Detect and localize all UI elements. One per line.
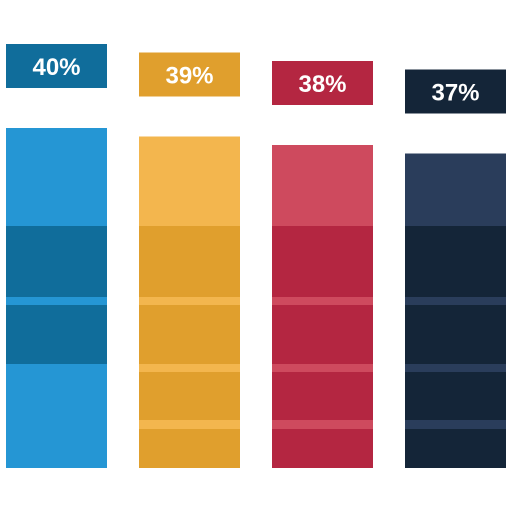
bar-4-segment-3 bbox=[405, 372, 506, 420]
bar-3-segment-4 bbox=[272, 429, 373, 468]
bar-2-value-label: 39% bbox=[165, 63, 213, 90]
bar-4-segment-2 bbox=[405, 305, 506, 364]
bar-4-label-box bbox=[405, 69, 506, 114]
bar-4-segment-4 bbox=[405, 429, 506, 468]
bar-2-segment-3 bbox=[139, 372, 240, 420]
bar-3-value-label: 38% bbox=[298, 71, 346, 98]
bars-group: 40% 39% 38% 37% bbox=[6, 44, 506, 468]
bar-1: 40% bbox=[6, 44, 107, 468]
bar-4-value-label: 37% bbox=[431, 80, 479, 107]
bar-4-segment-1 bbox=[405, 226, 506, 297]
bar-2-label-box bbox=[139, 52, 240, 97]
bar-1-segment-2 bbox=[6, 305, 107, 364]
bar-3: 38% bbox=[272, 61, 373, 468]
bar-3-segment-2 bbox=[272, 305, 373, 364]
bar-1-label-box bbox=[6, 44, 107, 88]
bar-3-segment-3 bbox=[272, 372, 373, 420]
bar-2: 39% bbox=[139, 52, 240, 468]
bar-2-segment-1 bbox=[139, 226, 240, 297]
bar-2-segment-2 bbox=[139, 305, 240, 364]
bar-4: 37% bbox=[405, 69, 506, 468]
bar-1-segment-1 bbox=[6, 226, 107, 297]
bar-2-segment-4 bbox=[139, 429, 240, 468]
bar-1-body bbox=[6, 128, 107, 468]
bar-1-value-label: 40% bbox=[32, 54, 80, 81]
bar-3-segment-1 bbox=[272, 226, 373, 297]
bar-3-label-box bbox=[272, 61, 373, 105]
